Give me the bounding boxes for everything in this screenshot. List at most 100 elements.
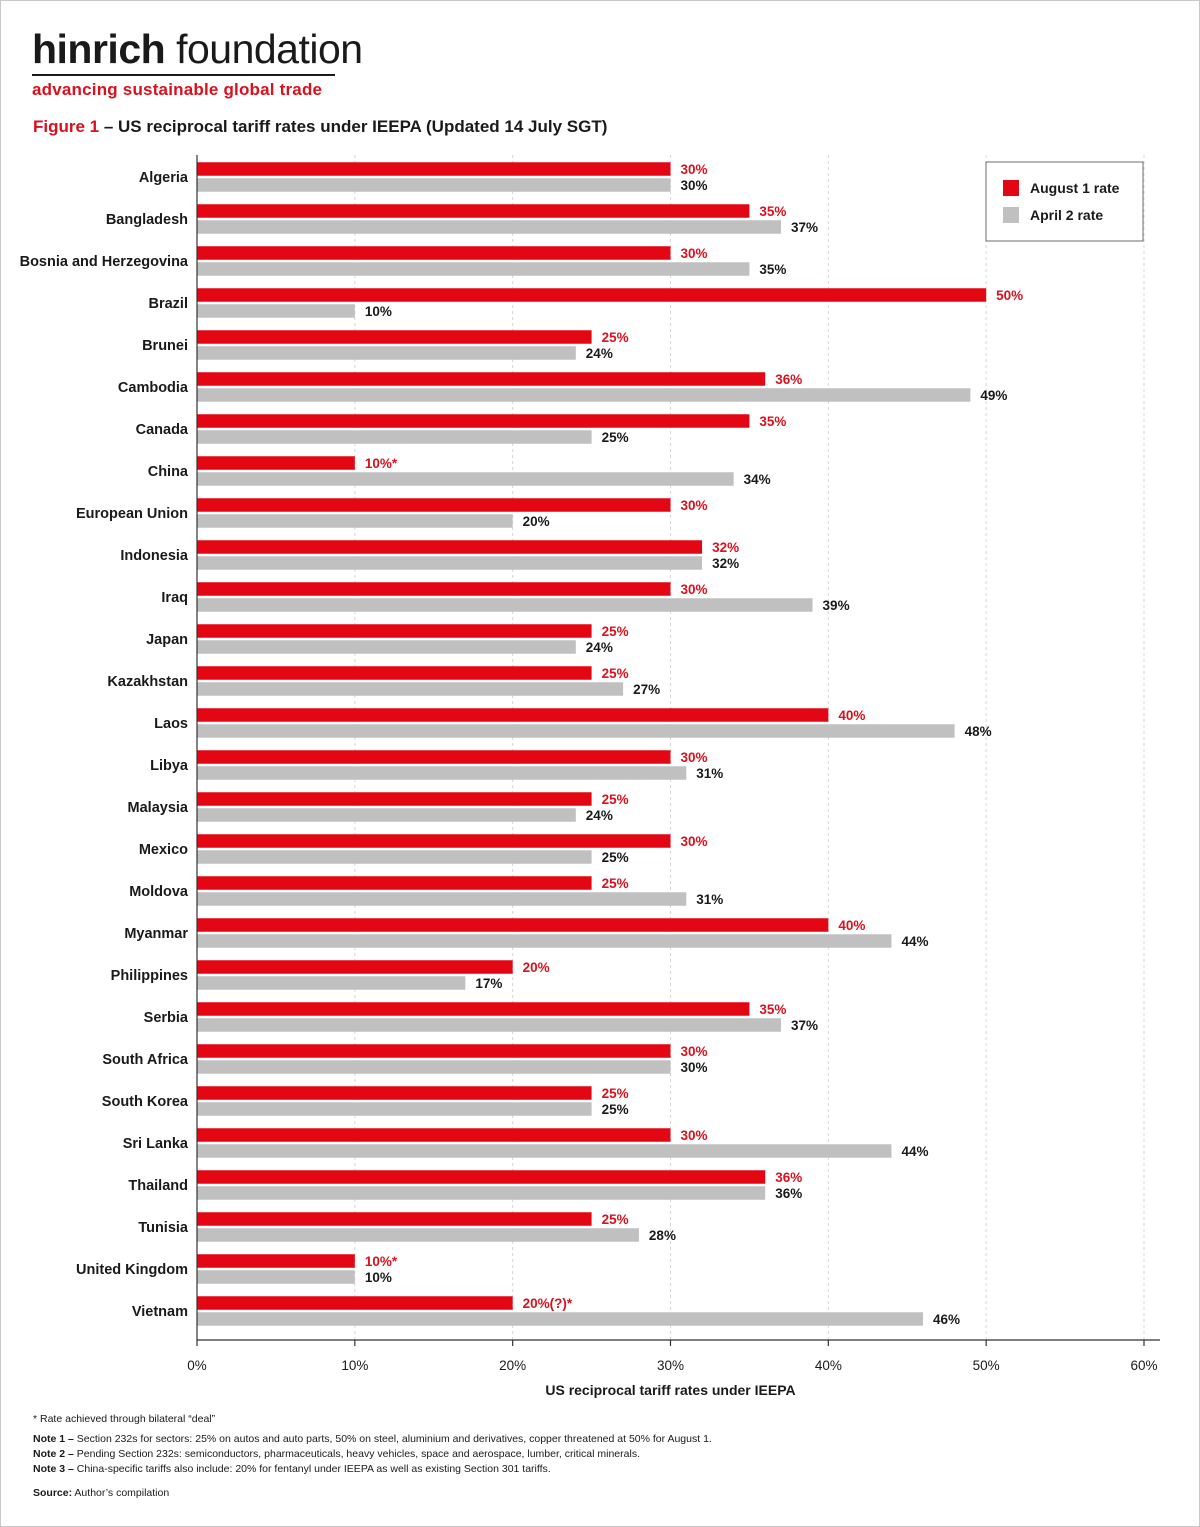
- note-2-text: Pending Section 232s: semiconductors, ph…: [73, 1448, 640, 1460]
- august-rate-bar: [197, 918, 829, 932]
- x-tick-label: 10%: [341, 1358, 368, 1373]
- april-rate-label: 10%: [365, 1270, 392, 1285]
- category-label: Philippines: [111, 968, 188, 984]
- category-label: Brazil: [149, 296, 189, 312]
- april-rate-bar: [197, 514, 513, 528]
- april-rate-bar: [197, 304, 355, 318]
- april-rate-label: 49%: [980, 388, 1007, 403]
- x-tick-label: 0%: [187, 1358, 207, 1373]
- april-rate-bar: [197, 472, 734, 486]
- april-rate-label: 32%: [712, 556, 739, 571]
- category-label: Sri Lanka: [123, 1136, 189, 1152]
- category-label: European Union: [76, 506, 188, 522]
- august-rate-label: 40%: [838, 918, 865, 933]
- august-rate-label: 25%: [602, 1086, 629, 1101]
- august-rate-bar: [197, 582, 671, 596]
- april-rate-label: 25%: [602, 850, 629, 865]
- footnotes: * Rate achieved through bilateral “deal”…: [33, 1412, 712, 1501]
- category-label: Laos: [154, 716, 188, 732]
- august-rate-label: 25%: [602, 624, 629, 639]
- april-rate-bar: [197, 934, 892, 948]
- august-rate-label: 25%: [602, 1212, 629, 1227]
- august-rate-bar: [197, 330, 592, 344]
- april-rate-bar: [197, 1102, 592, 1116]
- april-rate-bar: [197, 1270, 355, 1284]
- april-rate-label: 30%: [681, 1060, 708, 1075]
- august-rate-label: 35%: [759, 414, 786, 429]
- august-rate-bar: [197, 162, 671, 176]
- august-rate-bar: [197, 1044, 671, 1058]
- august-rate-bar: [197, 1296, 513, 1310]
- april-rate-bar: [197, 598, 813, 612]
- brand-name-bold: hinrich: [32, 26, 166, 72]
- category-label: Libya: [150, 758, 189, 774]
- brand-logo: hinrich foundation advancing sustainable…: [32, 26, 363, 100]
- april-rate-label: 31%: [696, 892, 723, 907]
- legend-swatch: [1003, 180, 1019, 196]
- april-rate-label: 28%: [649, 1228, 676, 1243]
- april-rate-label: 44%: [901, 1144, 928, 1159]
- category-label: Thailand: [128, 1178, 188, 1194]
- august-rate-bar: [197, 1128, 671, 1142]
- note-2: Note 2 – Pending Section 232s: semicondu…: [33, 1447, 712, 1462]
- x-axis-title: US reciprocal tariff rates under IEEPA: [545, 1382, 795, 1398]
- figure-label: Figure 1: [33, 117, 100, 136]
- august-rate-label: 30%: [681, 582, 708, 597]
- august-rate-bar: [197, 960, 513, 974]
- april-rate-bar: [197, 766, 687, 780]
- category-label: Moldova: [129, 884, 189, 900]
- april-rate-bar: [197, 808, 576, 822]
- april-rate-bar: [197, 976, 466, 990]
- asterisk-note: * Rate achieved through bilateral “deal”: [33, 1413, 216, 1425]
- august-rate-bar: [197, 1002, 750, 1016]
- april-rate-label: 44%: [901, 934, 928, 949]
- april-rate-bar: [197, 220, 781, 234]
- april-rate-label: 37%: [791, 220, 818, 235]
- april-rate-label: 35%: [759, 262, 786, 277]
- august-rate-label: 30%: [681, 750, 708, 765]
- april-rate-bar: [197, 640, 576, 654]
- category-label: South Korea: [102, 1094, 189, 1110]
- april-rate-bar: [197, 1144, 892, 1158]
- august-rate-label: 40%: [838, 708, 865, 723]
- august-rate-label: 32%: [712, 540, 739, 555]
- april-rate-bar: [197, 850, 592, 864]
- april-rate-label: 17%: [475, 976, 502, 991]
- august-rate-bar: [197, 666, 592, 680]
- august-rate-bar: [197, 1170, 766, 1184]
- legend-swatch: [1003, 207, 1019, 223]
- category-label: Bangladesh: [106, 212, 188, 228]
- april-rate-label: 24%: [586, 640, 613, 655]
- august-rate-bar: [197, 876, 592, 890]
- august-rate-label: 25%: [602, 666, 629, 681]
- source-note: Source: Author’s compilation: [33, 1486, 712, 1501]
- april-rate-bar: [197, 724, 955, 738]
- august-rate-bar: [197, 414, 750, 428]
- source-text: Author’s compilation: [72, 1487, 170, 1499]
- august-rate-label: 30%: [681, 1044, 708, 1059]
- august-rate-label: 10%*: [365, 456, 398, 471]
- april-rate-label: 25%: [602, 430, 629, 445]
- x-tick-label: 20%: [499, 1358, 526, 1373]
- brand-tagline: advancing sustainable global trade: [32, 80, 323, 99]
- legend-label: August 1 rate: [1030, 180, 1120, 196]
- legend-label: April 2 rate: [1030, 207, 1103, 223]
- category-label: Algeria: [139, 170, 189, 186]
- category-label: Mexico: [139, 842, 188, 858]
- august-rate-bar: [197, 498, 671, 512]
- x-tick-label: 40%: [815, 1358, 842, 1373]
- august-rate-bar: [197, 456, 355, 470]
- august-rate-label: 36%: [775, 1170, 802, 1185]
- april-rate-bar: [197, 178, 671, 192]
- category-label: China: [148, 464, 189, 480]
- august-rate-bar: [197, 708, 829, 722]
- category-label: Brunei: [142, 338, 188, 354]
- april-rate-bar: [197, 346, 576, 360]
- april-rate-label: 27%: [633, 682, 660, 697]
- august-rate-label: 30%: [681, 1128, 708, 1143]
- note-3: Note 3 – China-specific tariffs also inc…: [33, 1462, 712, 1477]
- august-rate-bar: [197, 1086, 592, 1100]
- april-rate-label: 31%: [696, 766, 723, 781]
- category-label: Cambodia: [118, 380, 189, 396]
